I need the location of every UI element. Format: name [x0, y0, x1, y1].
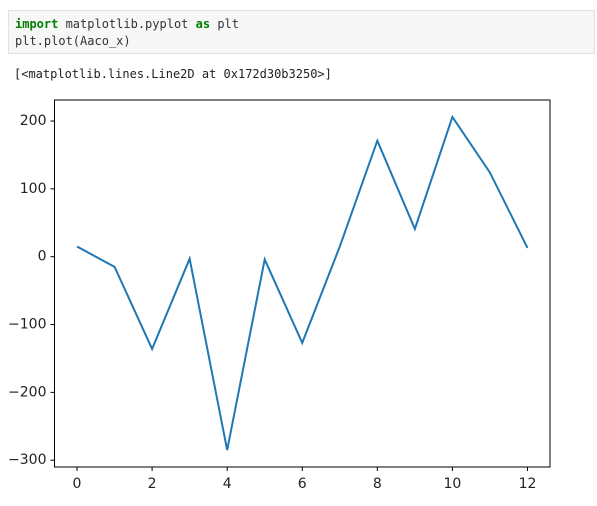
x-tick-label: 0: [73, 476, 82, 492]
plot-frame: [54, 99, 551, 468]
y-tick-label: 200: [20, 113, 47, 129]
cell-output: [<matplotlib.lines.Line2D at 0x172d30b32…: [14, 67, 332, 81]
y-tick-label: −100: [8, 317, 46, 333]
code-cell: import matplotlib.pyplot as plt plt.plot(…: [8, 10, 595, 54]
x-tick-label: 10: [443, 476, 461, 492]
keyword: as: [195, 17, 211, 31]
y-tick-label: −300: [8, 452, 46, 468]
y-tick-label: 0: [38, 249, 47, 265]
x-tick-label: 12: [519, 476, 537, 492]
y-tick-label: 100: [20, 181, 47, 197]
x-tick-label: 8: [373, 476, 382, 492]
keyword: import: [15, 17, 59, 31]
x-tick-label: 6: [298, 476, 307, 492]
code: matplotlib.pyplot: [58, 17, 196, 31]
data-line: [76, 114, 529, 451]
code-line: plt.plot(Aaco_x): [15, 34, 131, 48]
x-tick-label: 4: [223, 476, 232, 492]
x-tick-label: 2: [148, 476, 157, 492]
y-tick-label: −200: [8, 384, 46, 400]
code: plt: [210, 17, 239, 31]
code-line: import matplotlib.pyplot as plt: [15, 16, 588, 33]
